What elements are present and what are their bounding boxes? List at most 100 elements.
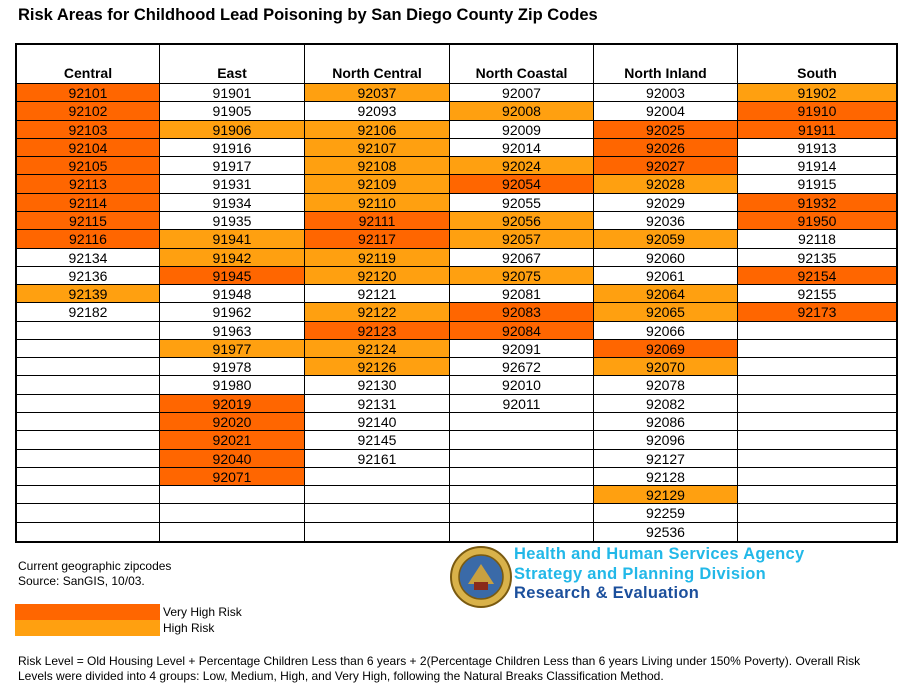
- zip-cell: 91950: [738, 211, 896, 231]
- zip-cell: 91913: [738, 139, 896, 158]
- zip-cell: 92106: [305, 120, 450, 139]
- column-header: East: [160, 45, 305, 84]
- zip-cell: 92117: [305, 230, 450, 249]
- agency-line: Health and Human Services Agency: [514, 545, 805, 563]
- empty-cell: [738, 431, 896, 450]
- zip-cell: 92116: [17, 230, 160, 249]
- method-note: Risk Level = Old Housing Level + Percent…: [18, 654, 861, 683]
- zip-cell: 92060: [594, 248, 738, 267]
- empty-cell: [738, 450, 896, 468]
- empty-cell: [738, 322, 896, 340]
- zip-cell: 92078: [594, 376, 738, 395]
- zip-cell: 92021: [160, 431, 305, 450]
- column-header: North Coastal: [450, 45, 594, 84]
- zip-cell: 92084: [450, 321, 594, 340]
- zip-cell: 92127: [594, 449, 738, 468]
- column-header: South: [738, 45, 896, 84]
- zip-cell: 92071: [160, 467, 305, 487]
- zip-cell: 92536: [594, 522, 738, 541]
- empty-cell: [305, 504, 450, 523]
- zip-cell: 92059: [594, 230, 738, 249]
- zip-cell: 92102: [17, 102, 160, 121]
- zip-cell: 91901: [160, 84, 305, 103]
- zip-cell: 92040: [160, 449, 305, 468]
- empty-cell: [17, 431, 160, 450]
- zip-cell: 91977: [160, 339, 305, 359]
- zip-cell: 92672: [450, 358, 594, 377]
- zip-cell: 92173: [738, 303, 896, 322]
- empty-cell: [738, 376, 896, 395]
- zip-cell: 91906: [160, 120, 305, 139]
- zip-cell: 92104: [17, 138, 160, 158]
- empty-cell: [17, 339, 160, 359]
- zip-cell: 92103: [17, 120, 160, 139]
- zip-cell: 92126: [305, 358, 450, 377]
- zip-cell: 92131: [305, 394, 450, 414]
- empty-cell: [305, 522, 450, 541]
- empty-cell: [450, 413, 594, 432]
- zip-cell: 92119: [305, 248, 450, 267]
- legend-swatch: [15, 604, 160, 620]
- note: Source: SanGIS, 10/03.: [18, 574, 145, 588]
- empty-cell: [450, 467, 594, 487]
- zip-cell: 92008: [450, 102, 594, 121]
- zip-cell: 92081: [450, 285, 594, 304]
- empty-cell: [450, 431, 594, 450]
- empty-cell: [17, 504, 160, 523]
- zip-cell: 92091: [450, 339, 594, 359]
- zip-cell: 92108: [305, 157, 450, 176]
- empty-cell: [738, 504, 896, 523]
- empty-cell: [160, 486, 305, 505]
- agency-line: Strategy and Planning Division: [514, 565, 766, 583]
- zip-cell: 92121: [305, 285, 450, 304]
- empty-cell: [738, 468, 896, 487]
- zip-cell: 91963: [160, 321, 305, 340]
- empty-cell: [17, 376, 160, 395]
- zip-cell: 92029: [594, 193, 738, 212]
- empty-cell: [738, 523, 896, 541]
- empty-cell: [305, 467, 450, 487]
- zip-cell: 91941: [160, 230, 305, 249]
- empty-cell: [450, 449, 594, 468]
- zip-cell: 92007: [450, 84, 594, 103]
- empty-cell: [738, 358, 896, 377]
- empty-cell: [160, 522, 305, 541]
- zip-cell: 91902: [738, 84, 896, 103]
- zip-cell: 92066: [594, 321, 738, 340]
- zip-cell: 92111: [305, 211, 450, 231]
- zip-cell: 91910: [738, 102, 896, 121]
- zip-cell: 92026: [594, 138, 738, 158]
- empty-cell: [450, 486, 594, 505]
- zip-cell: 92056: [450, 211, 594, 231]
- column-header: North Central: [305, 45, 450, 84]
- column-header: Central: [17, 45, 160, 84]
- zip-cell: 92054: [450, 175, 594, 194]
- zip-cell: 92065: [594, 303, 738, 322]
- zip-cell: 91931: [160, 175, 305, 194]
- zip-cell: 92110: [305, 193, 450, 212]
- zip-cell: 91934: [160, 193, 305, 212]
- empty-cell: [17, 486, 160, 505]
- empty-cell: [17, 413, 160, 432]
- zip-cell: 92011: [450, 394, 594, 414]
- empty-cell: [160, 504, 305, 523]
- zip-cell: 92114: [17, 193, 160, 212]
- zip-cell: 92093: [305, 102, 450, 121]
- agency-line: Research & Evaluation: [514, 584, 700, 602]
- legend-swatch: [15, 620, 160, 636]
- zip-cell: 91945: [160, 266, 305, 286]
- zip-cell: 92154: [738, 266, 896, 286]
- zip-cell: 92130: [305, 376, 450, 395]
- zip-cell: 92069: [594, 339, 738, 359]
- zip-cell: 92020: [160, 413, 305, 432]
- zip-cell: 92025: [594, 120, 738, 139]
- zip-cell: 92067: [450, 248, 594, 267]
- zip-cell: 92024: [450, 157, 594, 176]
- zip-cell: 91917: [160, 157, 305, 176]
- zip-cell: 92055: [450, 193, 594, 212]
- empty-cell: [17, 394, 160, 414]
- empty-cell: [738, 486, 896, 505]
- zip-cell: 91942: [160, 248, 305, 267]
- zip-cell: 92118: [738, 230, 896, 249]
- zip-cell: 92115: [17, 211, 160, 231]
